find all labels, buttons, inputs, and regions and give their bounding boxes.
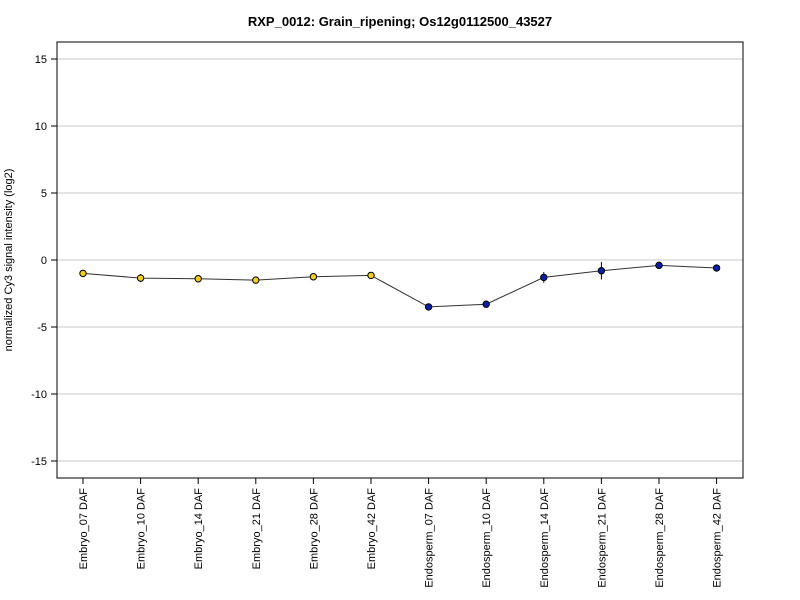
data-point — [136, 274, 145, 282]
x-tick-label: Embryo_21 DAF — [251, 488, 263, 570]
y-tick-label: -15 — [31, 456, 47, 468]
x-tick-label: Endosperm_07 DAF — [424, 488, 436, 588]
data-point — [424, 303, 433, 311]
data-point — [194, 275, 202, 283]
data-point — [367, 271, 375, 280]
y-tick-label: -5 — [37, 322, 47, 334]
x-tick-label: Endosperm_42 DAF — [712, 488, 724, 588]
x-tick-label: Embryo_28 DAF — [308, 488, 320, 570]
x-tick-label: Embryo_07 DAF — [78, 488, 90, 570]
x-tick-label: Endosperm_14 DAF — [539, 488, 551, 588]
data-point — [655, 261, 663, 270]
data-point — [597, 267, 606, 275]
y-tick-label: -10 — [31, 389, 47, 401]
y-axis-ticks: -15 -10 -5 0 5 10 15 — [31, 54, 57, 468]
y-tick-label: 0 — [41, 255, 47, 267]
y-tick-label: 10 — [35, 121, 47, 133]
y-tick-label: 5 — [41, 188, 47, 200]
x-tick-label: Embryo_10 DAF — [136, 488, 148, 570]
grid-lines — [57, 58, 743, 462]
data-point — [712, 264, 721, 272]
x-tick-label: Embryo_42 DAF — [366, 488, 378, 570]
chart-title: RXP_0012: Grain_ripening; Os12g0112500_4… — [248, 14, 552, 29]
data-point — [309, 273, 318, 281]
x-axis-ticks: Embryo_07 DAF Embryo_10 DAF Embryo_14 DAF E… — [78, 478, 724, 588]
data-point — [79, 269, 87, 278]
y-axis-label: normalized Cy3 signal intensity (log2) — [3, 169, 15, 352]
data-series — [79, 261, 721, 311]
x-tick-label: Embryo_14 DAF — [193, 488, 205, 570]
plot-frame — [56, 41, 744, 479]
y-tick-label: 15 — [35, 54, 47, 66]
data-point — [252, 276, 260, 284]
x-tick-label: Endosperm_10 DAF — [481, 488, 493, 588]
data-point — [540, 273, 548, 282]
x-tick-label: Endosperm_21 DAF — [596, 488, 608, 588]
x-tick-label: Endosperm_28 DAF — [654, 488, 666, 588]
data-point — [482, 300, 490, 308]
series-line — [82, 264, 717, 308]
